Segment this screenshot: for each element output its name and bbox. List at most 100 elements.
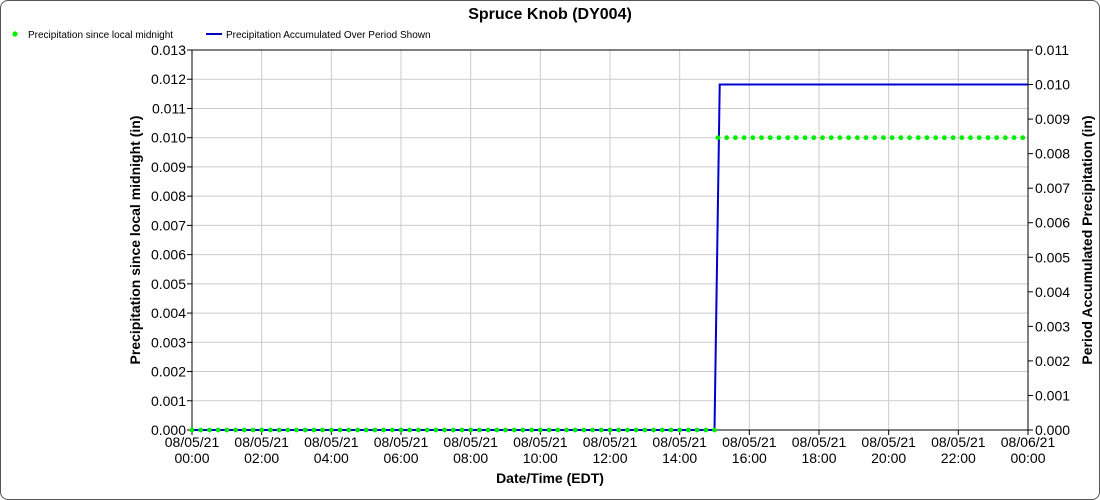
legend: Precipitation since local midnight Preci… <box>12 30 431 41</box>
series-midnight-point <box>820 135 825 141</box>
series-midnight-point <box>442 427 447 433</box>
series-midnight-point <box>407 427 413 433</box>
y-left-tick-label: 0.009 <box>151 159 186 175</box>
series-midnight-point <box>459 427 465 433</box>
x-tick-label-date: 08/05/21 <box>374 434 429 450</box>
series-midnight-point <box>555 427 561 433</box>
x-tick-label-time: 02:00 <box>244 450 279 466</box>
x-tick-label-date: 08/05/21 <box>861 434 916 450</box>
series-midnight-point <box>750 135 756 141</box>
legend-label-midnight: Precipitation since local midnight <box>28 30 173 41</box>
y-left-tick-label: 0.007 <box>151 217 186 233</box>
series-midnight-point <box>372 427 378 433</box>
y-left-tick-label: 0.000 <box>151 422 186 438</box>
y-left-tick-label: 0.013 <box>151 42 186 58</box>
x-tick-label-time: 18:00 <box>801 450 836 466</box>
series-midnight-point <box>233 427 238 433</box>
series-midnight-point <box>616 427 622 433</box>
series-midnight-point <box>276 427 282 433</box>
series-midnight-point <box>450 427 456 433</box>
series-midnight-point <box>424 427 430 433</box>
series-midnight-point <box>703 427 709 433</box>
y-right-tick-label: 0.002 <box>1035 353 1070 369</box>
series-midnight-point <box>685 427 691 433</box>
x-tick-label-date: 08/05/21 <box>931 434 986 450</box>
y-right-tick-label: 0.001 <box>1035 387 1070 403</box>
series-midnight-point <box>294 427 299 433</box>
series-midnight-point <box>267 427 273 433</box>
series-midnight-point <box>976 135 982 141</box>
series-midnight-point <box>715 135 721 141</box>
y-left-tick-label: 0.002 <box>151 364 186 380</box>
series-midnight-point <box>241 427 247 433</box>
x-axis-title: Date/Time (EDT) <box>496 470 604 486</box>
series-midnight-point <box>907 135 912 141</box>
x-tick-label-time: 10:00 <box>523 450 558 466</box>
x-tick-label-date: 08/05/21 <box>304 434 359 450</box>
x-tick-label-time: 14:00 <box>662 450 697 466</box>
series-midnight-point <box>546 427 552 433</box>
series-midnight-point <box>863 135 869 141</box>
series-midnight-point <box>625 427 630 433</box>
x-tick-label-date: 08/05/21 <box>652 434 707 450</box>
y-left-tick-label: 0.004 <box>151 305 186 321</box>
series-midnight-point <box>1020 135 1026 141</box>
series-midnight-point <box>581 427 587 433</box>
y-left-tick-label: 0.008 <box>151 188 186 204</box>
series-midnight-point <box>924 135 930 141</box>
series-midnight-point <box>207 427 212 433</box>
series-midnight-point <box>959 135 965 141</box>
x-tick-label-date: 08/06/21 <box>1001 434 1056 450</box>
series-midnight-point <box>802 135 808 141</box>
x-tick-label-time: 00:00 <box>1010 450 1045 466</box>
chart-title: Spruce Knob (DY004) <box>468 6 632 23</box>
y-axis-left-title: Precipitation since local midnight (in) <box>127 116 143 365</box>
y-left-tick-label: 0.012 <box>151 71 186 87</box>
series-midnight-point <box>537 427 543 433</box>
y-left-tick-label: 0.006 <box>151 247 186 263</box>
series-midnight-point <box>633 427 639 433</box>
series-midnight-point <box>590 427 595 433</box>
series-midnight-point <box>854 135 860 141</box>
series-midnight-point <box>250 427 256 433</box>
series-midnight-point <box>1011 135 1017 141</box>
y-right-tick-label: 0.004 <box>1035 284 1070 300</box>
y-right-tick-label: 0.003 <box>1035 318 1070 334</box>
series-midnight-point <box>793 135 799 141</box>
series-midnight-point <box>215 427 221 433</box>
y-left-tick-label: 0.011 <box>152 100 186 116</box>
series-midnight-point <box>828 135 834 141</box>
series-midnight-point <box>1002 135 1008 141</box>
series-midnight-point <box>598 427 604 433</box>
series-midnight-point <box>881 135 886 141</box>
series-midnight-point <box>694 427 700 433</box>
series-midnight-point <box>476 427 482 433</box>
series-midnight-point <box>767 135 773 141</box>
x-tick-label-time: 16:00 <box>732 450 767 466</box>
series-midnight-point <box>311 427 317 433</box>
x-tick-label-time: 04:00 <box>314 450 349 466</box>
series-midnight-point <box>346 427 352 433</box>
series-midnight-point <box>564 427 569 433</box>
series-midnight-point <box>494 427 500 433</box>
series-midnight-point <box>659 427 665 433</box>
series-midnight-point <box>712 427 717 433</box>
y-right-tick-label: 0.009 <box>1035 111 1070 127</box>
x-tick-label-time: 06:00 <box>383 450 418 466</box>
y-right-tick-label: 0.011 <box>1035 42 1069 58</box>
series-midnight-point <box>511 427 517 433</box>
y-axis-right: 0.000 0.001 0.002 0.003 0.004 0.005 0.006 0.007… <box>1028 42 1070 438</box>
series-midnight-point <box>889 135 895 141</box>
x-tick-label-time: 20:00 <box>871 450 906 466</box>
series-midnight-point <box>302 427 308 433</box>
series-midnight-point <box>285 427 291 433</box>
series-midnight-point <box>651 427 656 433</box>
x-tick-label-date: 08/05/21 <box>722 434 777 450</box>
series-midnight-point <box>520 427 526 433</box>
series-midnight-point <box>933 135 939 141</box>
series-midnight-point <box>355 427 360 433</box>
x-tick-label-date: 08/05/21 <box>234 434 289 450</box>
series-midnight-point <box>837 135 843 141</box>
y-right-tick-label: 0.010 <box>1035 77 1070 93</box>
